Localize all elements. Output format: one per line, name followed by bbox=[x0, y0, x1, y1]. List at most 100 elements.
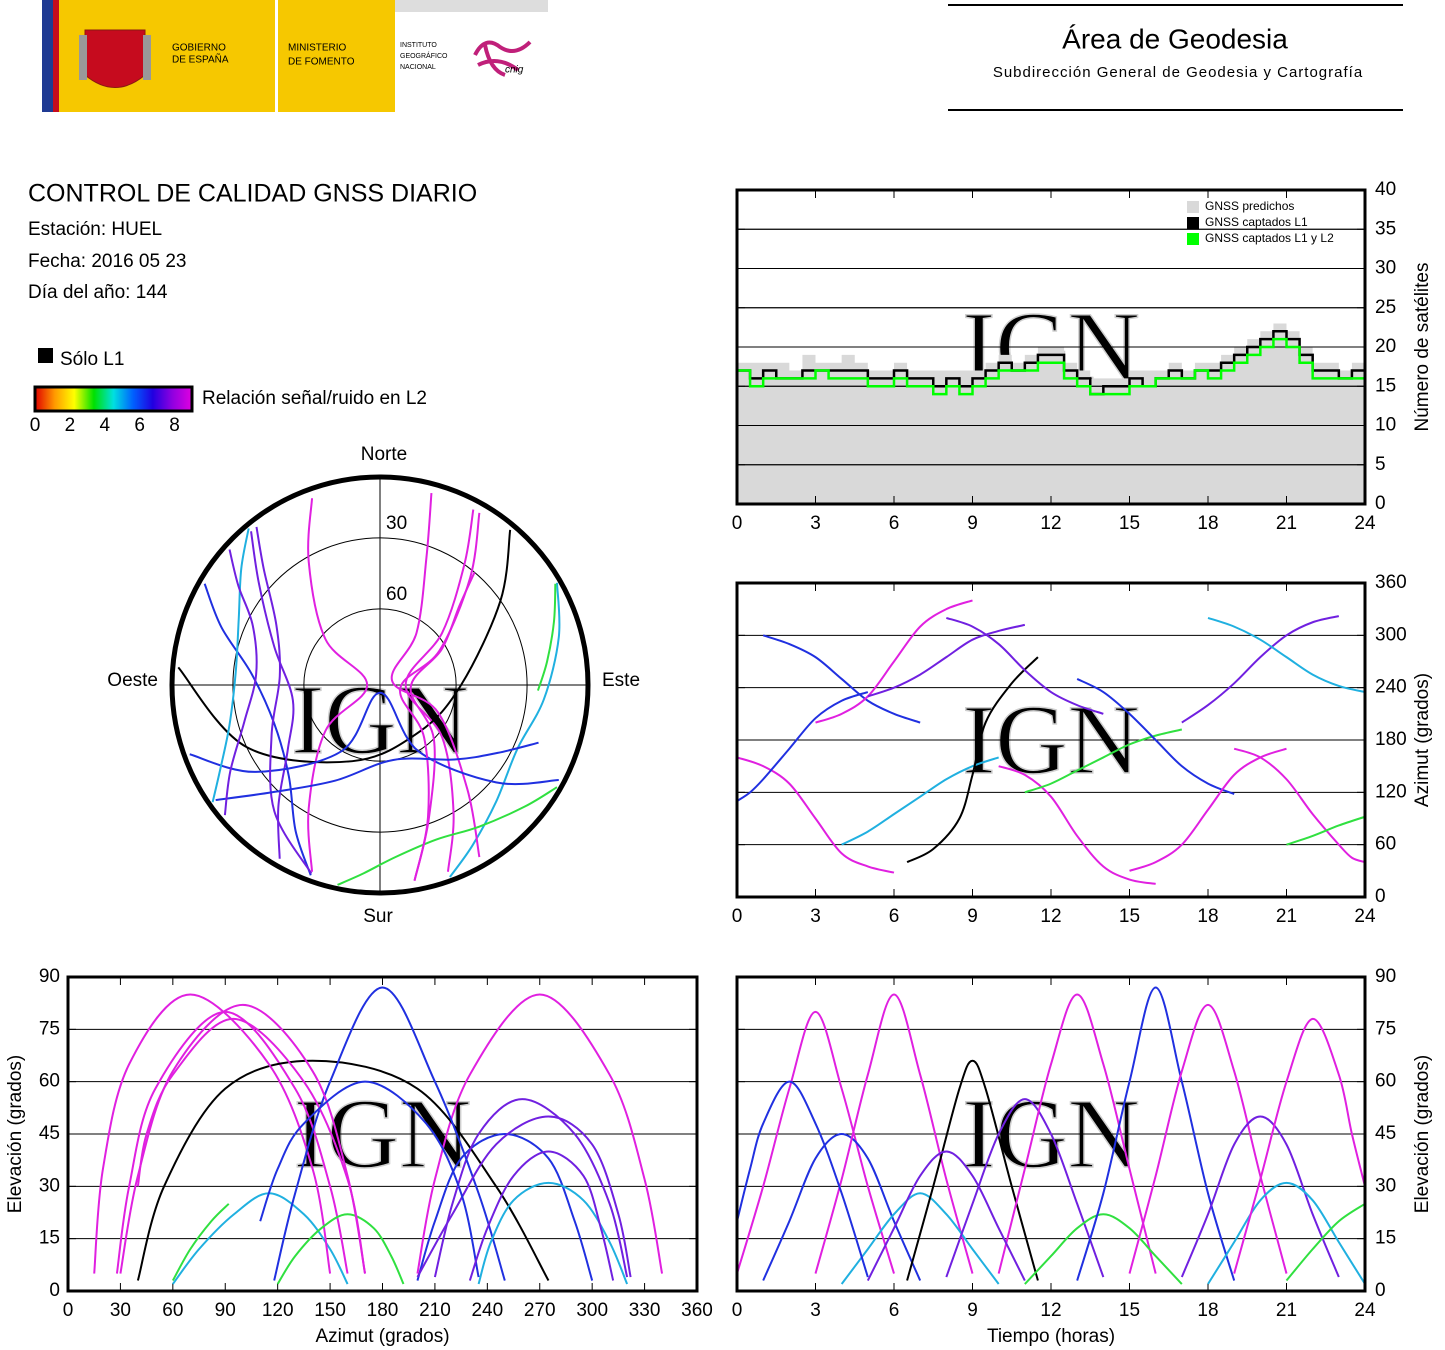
snr-colorbar bbox=[33, 385, 194, 413]
satellite-track bbox=[215, 741, 539, 802]
horizon bbox=[169, 474, 591, 896]
x-tick-label: 9 bbox=[967, 513, 978, 534]
satellite-track bbox=[416, 1115, 632, 1278]
satellite-track bbox=[416, 1132, 594, 1281]
x-tick-label: 30 bbox=[110, 1300, 131, 1321]
satellite-track bbox=[119, 1003, 367, 1274]
header: GOBIERNO DE ESPAÑA MINISTERIO DE FOMENTO… bbox=[42, 0, 1403, 112]
legend-swatch bbox=[1187, 201, 1199, 213]
satellite-track bbox=[537, 583, 557, 691]
snr-tick-label: 2 bbox=[65, 415, 76, 436]
satellite-track bbox=[211, 528, 250, 803]
satellite-track bbox=[906, 1059, 1039, 1281]
x-tick-label: 3 bbox=[810, 513, 821, 534]
satellite-track bbox=[1024, 1213, 1183, 1285]
y-tick-label: 180 bbox=[1375, 729, 1407, 750]
satellite-track bbox=[276, 1213, 405, 1285]
x-tick-label: 300 bbox=[576, 1300, 608, 1321]
x-tick-label: 3 bbox=[810, 1300, 821, 1321]
satellite-track bbox=[736, 756, 895, 874]
satellite-track bbox=[840, 1192, 1000, 1285]
x-tick-label: 120 bbox=[262, 1300, 294, 1321]
instituto: NACIONAL bbox=[400, 64, 436, 71]
elevation-ring bbox=[303, 608, 457, 762]
snr-tick-label: 8 bbox=[169, 415, 180, 436]
x-tick-label: 9 bbox=[967, 906, 978, 927]
plot-area: IGN bbox=[293, 1077, 472, 1190]
satellite-track bbox=[1180, 1115, 1340, 1278]
satellite-track bbox=[307, 498, 369, 872]
legend-label: GNSS captados L1 bbox=[1205, 215, 1308, 229]
y-tick-label: 45 bbox=[39, 1123, 60, 1144]
l1-only-label: Sólo L1 bbox=[60, 349, 124, 370]
y-tick-label: 60 bbox=[39, 1071, 60, 1092]
satellite-track bbox=[177, 529, 512, 764]
y-tick-label: 30 bbox=[1375, 258, 1396, 279]
satellite-track bbox=[409, 571, 476, 881]
legend-swatch bbox=[1187, 217, 1199, 229]
y-tick-label: 60 bbox=[1375, 1071, 1396, 1092]
satellite-track bbox=[136, 1059, 550, 1282]
y-axis-label: Azimut (grados) bbox=[1412, 673, 1433, 807]
plot-border bbox=[66, 975, 699, 1293]
satellite-track bbox=[1128, 1003, 1288, 1274]
satellite-track bbox=[433, 1098, 629, 1278]
satellite-track bbox=[1024, 728, 1183, 794]
satellite-track bbox=[736, 1010, 895, 1274]
satellite-track bbox=[1129, 747, 1287, 872]
pillar bbox=[79, 35, 87, 80]
direction: Oeste bbox=[107, 670, 158, 691]
satellite-track bbox=[416, 993, 664, 1274]
x-axis-label: Tiempo (horas) bbox=[987, 1326, 1115, 1347]
satellite-track bbox=[866, 1150, 1026, 1281]
info: CONTROL DE CALIDAD GNSS DIARIO Estación:… bbox=[28, 180, 477, 409]
satellite-track bbox=[1207, 616, 1366, 694]
date: Fecha: 2016 05 23 bbox=[28, 251, 186, 272]
direction: Norte bbox=[361, 444, 407, 465]
satellite-track bbox=[189, 691, 559, 786]
l1-only-swatch bbox=[38, 348, 53, 363]
x-tick-label: 210 bbox=[419, 1300, 451, 1321]
satellite-track bbox=[477, 1181, 629, 1285]
plot-border bbox=[735, 581, 1367, 899]
logo-bar bbox=[395, 0, 548, 12]
satellite-track bbox=[255, 526, 313, 875]
y-tick-label: 40 bbox=[1375, 179, 1396, 200]
subdireccion: Subdirección General de Geodesia y Carto… bbox=[993, 64, 1363, 81]
y-tick-label: 45 bbox=[1375, 1123, 1396, 1144]
chart-track: IGN 0 60 120 180 240 300 360 0 3 6 9 12 15 18 21 24 Azimu… bbox=[732, 572, 1433, 927]
y-tick-label: 5 bbox=[1375, 454, 1386, 475]
x-tick-label: 6 bbox=[889, 513, 900, 534]
y-tick-label: 0 bbox=[1375, 1280, 1386, 1301]
satellite-track bbox=[867, 623, 1026, 698]
direction: Sur bbox=[363, 906, 393, 927]
x-axis-label: Azimut (grados) bbox=[315, 1326, 449, 1347]
x-tick-label: 24 bbox=[1354, 1300, 1376, 1321]
instituto: INSTITUTO bbox=[400, 42, 437, 49]
gobierno: GOBIERNO bbox=[172, 43, 226, 54]
satellite-track bbox=[1285, 1202, 1366, 1282]
y-tick-label: 60 bbox=[1375, 834, 1396, 855]
legend-swatch bbox=[1187, 233, 1199, 245]
x-tick-label: 18 bbox=[1197, 513, 1218, 534]
x-tick-label: 3 bbox=[810, 906, 821, 927]
satellite-track bbox=[945, 1098, 1105, 1278]
satellite-track bbox=[390, 492, 481, 858]
satellite-track bbox=[736, 1080, 869, 1278]
satellite-track bbox=[399, 512, 481, 881]
y-tick-label: 30 bbox=[39, 1175, 60, 1196]
satellite-track bbox=[259, 1080, 480, 1278]
satellite-track bbox=[998, 765, 1156, 885]
plot-area: IGN bbox=[961, 683, 1140, 796]
x-tick-label: 360 bbox=[681, 1300, 713, 1321]
x-tick-label: 60 bbox=[162, 1300, 183, 1321]
y-tick-label: 15 bbox=[1375, 1228, 1396, 1249]
y-tick-label: 30 bbox=[1375, 1175, 1396, 1196]
predicted-area bbox=[737, 323, 1365, 504]
watermark: IGN bbox=[962, 684, 1140, 795]
satellite-track bbox=[404, 509, 475, 872]
plot-border bbox=[735, 188, 1367, 506]
satellite-track bbox=[1286, 815, 1366, 846]
pillar bbox=[143, 35, 151, 80]
